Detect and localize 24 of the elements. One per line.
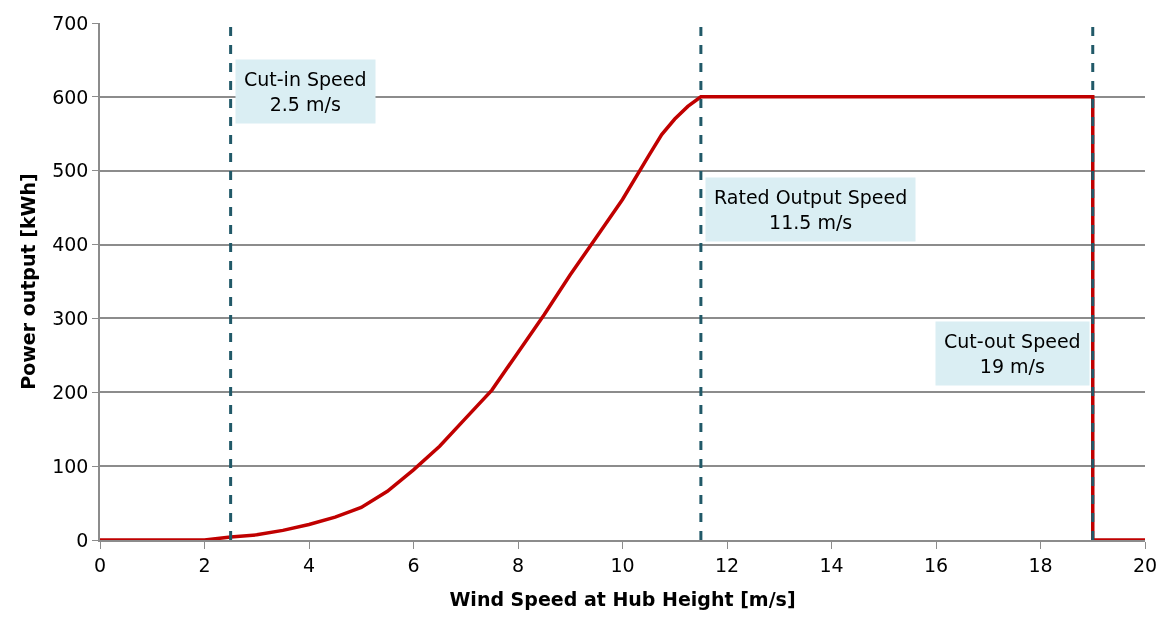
ref-line-label: Rated Output Speed 11.5 m/s (714, 186, 908, 233)
y-tick-label: 300 (52, 307, 89, 330)
ref-line-label: Cut-in Speed 2.5 m/s (244, 68, 367, 115)
y-tick-label: 500 (52, 159, 89, 182)
x-tick-label: 20 (1132, 553, 1158, 576)
x-axis-title: Wind Speed at Hub Height [m/s] (449, 587, 796, 610)
x-tick-label: 14 (819, 553, 844, 576)
y-tick-label: 700 (52, 11, 89, 34)
y-tick-label: 100 (52, 454, 89, 477)
x-tick-label: 12 (714, 553, 740, 576)
x-tick-label: 18 (1028, 553, 1053, 576)
y-axis-title: Power output [kWh] (16, 173, 39, 390)
y-tick-label: 400 (52, 233, 89, 256)
x-tick-label: 16 (923, 553, 949, 576)
ref-line-label: Cut-out Speed 19 m/s (944, 330, 1081, 377)
x-tick-label: 6 (407, 553, 420, 576)
x-tick-label: 10 (610, 553, 635, 576)
x-tick-label: 8 (511, 553, 525, 576)
y-tick-label: 0 (76, 528, 89, 551)
y-tick-label: 600 (52, 85, 89, 108)
x-tick-label: 4 (302, 553, 316, 576)
x-tick-label: 2 (198, 553, 211, 576)
x-tick-label: 0 (93, 553, 107, 576)
y-tick-label: 200 (52, 380, 89, 403)
